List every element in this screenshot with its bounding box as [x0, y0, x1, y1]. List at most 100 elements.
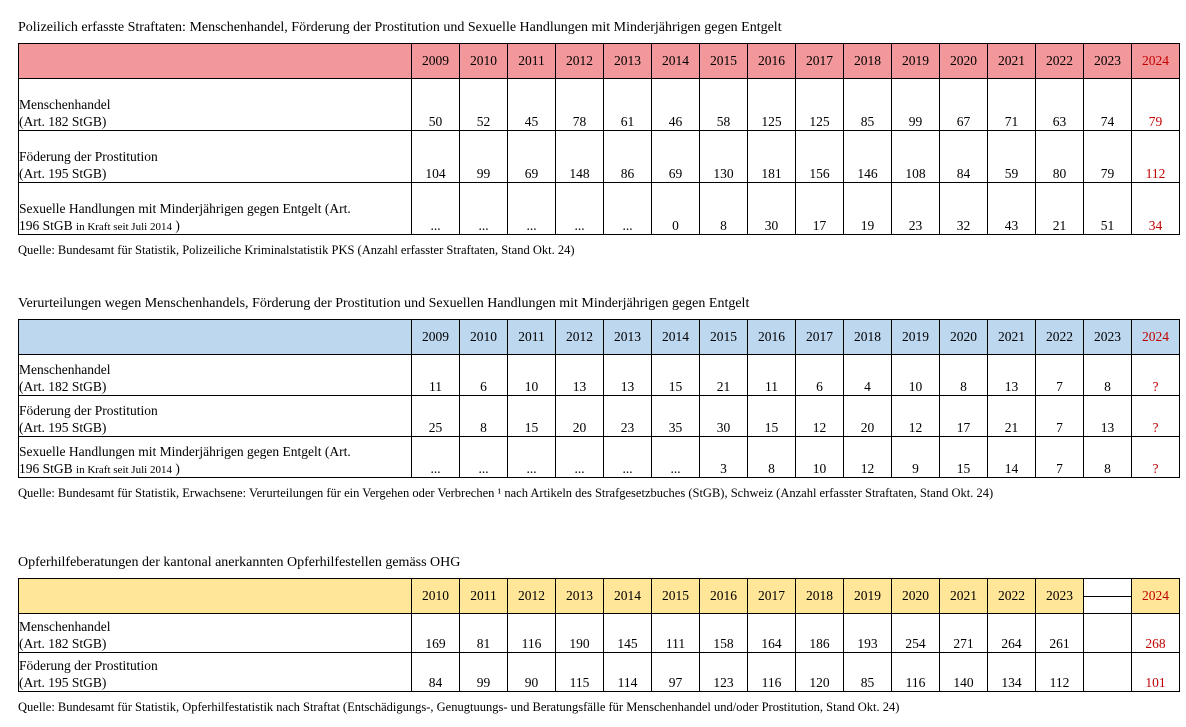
row-label-article: (Art. 182 StGB) — [19, 378, 107, 394]
year-header-2015: 2015 — [651, 578, 700, 614]
year-header-2018: 2018 — [843, 319, 892, 355]
year-header-2009: 2009 — [411, 319, 460, 355]
row-label: Menschenhandel (Art. 182 StGB) — [18, 613, 412, 653]
value-cell: 69 — [651, 130, 700, 183]
value-cell: 114 — [603, 652, 652, 692]
value-cell: ... — [651, 436, 700, 478]
value-cell: 7 — [1035, 354, 1084, 396]
value-cell: ... — [507, 182, 556, 235]
year-header-2016: 2016 — [747, 319, 796, 355]
row-label-line1: Föderung der Prostitution — [19, 658, 158, 674]
year-header-2021: 2021 — [987, 43, 1036, 79]
year-header-2015: 2015 — [699, 319, 748, 355]
year-header-2023: 2023 — [1083, 319, 1132, 355]
value-cell: 164 — [747, 613, 796, 653]
value-cell — [1083, 652, 1132, 692]
row-label-article: 196 StGB — [19, 217, 77, 233]
value-cell: 84 — [411, 652, 460, 692]
year-header-2020: 2020 — [891, 578, 940, 614]
value-cell: 84 — [939, 130, 988, 183]
row-label-line2: (Art. 195 StGB) — [19, 166, 411, 182]
value-cell: 264 — [987, 613, 1036, 653]
value-cell: 116 — [891, 652, 940, 692]
row-label-line2: 196 StGB in Kraft seit Juli 2014 ) — [19, 218, 411, 234]
value-cell: 10 — [891, 354, 940, 396]
value-cell: 59 — [987, 130, 1036, 183]
value-cell: 8 — [699, 182, 748, 235]
value-cell — [1083, 613, 1132, 653]
row-label-line1: Föderung der Prostitution — [19, 403, 158, 419]
row-label-line2: (Art. 182 StGB) — [19, 114, 411, 130]
row-label-line2: 196 StGB in Kraft seit Juli 2014 ) — [19, 461, 411, 477]
row-label-article: (Art. 195 StGB) — [19, 165, 107, 181]
table2-source: Quelle: Bundesamt für Statistik, Erwachs… — [18, 486, 994, 500]
value-cell: 123 — [699, 652, 748, 692]
value-cell: 23 — [603, 395, 652, 437]
value-cell: 116 — [507, 613, 556, 653]
row-label: Menschenhandel (Art. 182 StGB) — [18, 78, 412, 131]
value-cell: 148 — [555, 130, 604, 183]
row-label-line1: Menschenhandel — [19, 619, 111, 635]
value-cell: 6 — [459, 354, 508, 396]
value-cell: 146 — [843, 130, 892, 183]
row-label-line2: (Art. 182 StGB) — [19, 379, 411, 395]
table-row: Menschenhandel (Art. 182 StGB) 169 81 116 190… — [18, 613, 1180, 653]
year-header-2021: 2021 — [939, 578, 988, 614]
value-cell: 58 — [699, 78, 748, 131]
value-cell: ... — [507, 436, 556, 478]
year-header-2024: 2024 — [1131, 43, 1180, 79]
value-cell: 15 — [939, 436, 988, 478]
row-label-line2: (Art. 195 StGB) — [19, 420, 411, 436]
year-header-2021: 2021 — [987, 319, 1036, 355]
value-cell: ? — [1131, 436, 1180, 478]
value-cell: 11 — [411, 354, 460, 396]
year-header-2011: 2011 — [459, 578, 508, 614]
table2-title: Verurteilungen wegen Menschenhandels, Fö… — [18, 296, 750, 311]
value-cell: 112 — [1131, 130, 1180, 183]
value-cell: 12 — [891, 395, 940, 437]
value-cell: 35 — [651, 395, 700, 437]
row-label-line1: Sexuelle Handlungen mit Minderjährigen g… — [19, 444, 351, 460]
value-cell: 52 — [459, 78, 508, 131]
table3-source: Quelle: Bundesamt für Statistik, Opferhi… — [18, 700, 900, 714]
value-cell: 8 — [747, 436, 796, 478]
value-cell: 99 — [459, 130, 508, 183]
row-label: Föderung der Prostitution (Art. 195 StGB) — [18, 652, 412, 692]
value-cell: 12 — [843, 436, 892, 478]
value-cell: ... — [411, 436, 460, 478]
row-label-tail: ) — [171, 217, 180, 233]
year-header-2023: 2023 — [1083, 43, 1132, 79]
value-cell: 125 — [747, 78, 796, 131]
table3-title: Opferhilfeberatungen der kantonal anerka… — [18, 555, 461, 570]
value-cell: 74 — [1083, 78, 1132, 131]
value-cell: 9 — [891, 436, 940, 478]
row-label-line2: (Art. 182 StGB) — [19, 636, 411, 652]
value-cell: 120 — [795, 652, 844, 692]
value-cell: 8 — [1083, 436, 1132, 478]
value-cell: ... — [459, 182, 508, 235]
value-cell: 112 — [1035, 652, 1084, 692]
row-label-line1: Föderung der Prostitution — [19, 149, 158, 165]
header-label-cell — [18, 319, 412, 355]
stats-table-3: 2010 2011 2012 2013 2014 2015 2016 2017 2018 2019… — [18, 578, 1180, 692]
value-cell: 21 — [987, 395, 1036, 437]
value-cell: ... — [603, 436, 652, 478]
value-cell: ? — [1131, 395, 1180, 437]
year-header-2019: 2019 — [891, 43, 940, 79]
value-cell: 0 — [651, 182, 700, 235]
year-header-row: 2009 2010 2011 2012 2013 2014 2015 2016 2017 2018… — [18, 319, 1180, 355]
year-header-2018: 2018 — [843, 43, 892, 79]
year-header-2017: 2017 — [795, 43, 844, 79]
value-cell: 4 — [843, 354, 892, 396]
row-label-line1: Menschenhandel — [19, 362, 111, 378]
value-cell: 85 — [843, 78, 892, 131]
value-cell: 17 — [795, 182, 844, 235]
row-label: Föderung der Prostitution (Art. 195 StGB) — [18, 130, 412, 183]
table-row: Menschenhandel (Art. 182 StGB) 11 6 10 13 13 15… — [18, 354, 1180, 396]
stats-table-2: 2009 2010 2011 2012 2013 2014 2015 2016 2017 2018… — [18, 319, 1180, 478]
value-cell: 20 — [843, 395, 892, 437]
year-header-2014: 2014 — [651, 319, 700, 355]
value-cell: 254 — [891, 613, 940, 653]
value-cell: 101 — [1131, 652, 1180, 692]
